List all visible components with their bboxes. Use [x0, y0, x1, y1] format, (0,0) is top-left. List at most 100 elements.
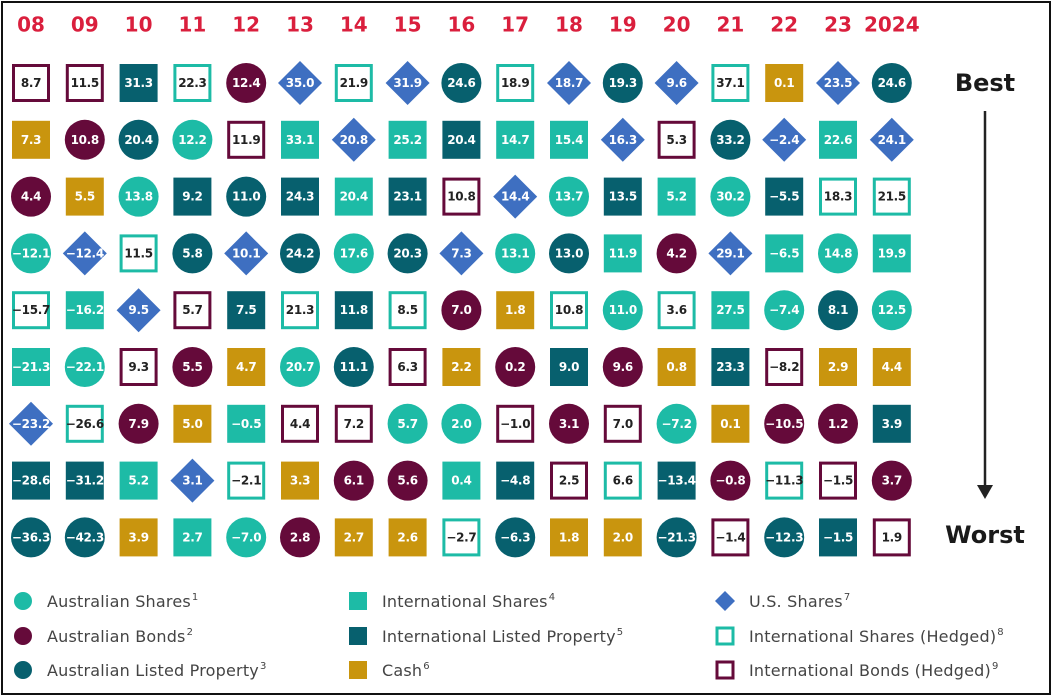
cell-marker: [550, 518, 588, 557]
cell-value: 15.4: [555, 133, 583, 147]
cell-09-rank-9: −42.3: [64, 517, 105, 558]
cell-marker: [12, 291, 50, 330]
cell-marker: [65, 291, 104, 330]
cell-19-rank-7: 7.0: [603, 404, 642, 443]
cell-marker: [9, 401, 53, 446]
year-label-11: 11: [178, 13, 206, 37]
cell-marker: [441, 63, 482, 103]
cell-09-rank-5: −16.2: [65, 291, 104, 330]
cell-09-rank-1: 11.5: [65, 64, 104, 102]
cell-value: −5.5: [769, 190, 799, 204]
cell-13-rank-8: 3.3: [281, 461, 319, 500]
cell-marker: [281, 177, 319, 216]
cell-marker: [549, 176, 589, 217]
cell-08-rank-4: −12.1: [11, 233, 51, 274]
cell-17-rank-4: 13.1: [495, 233, 536, 274]
cell-11-rank-2: 12.2: [172, 119, 213, 160]
cell-value: 19.9: [878, 246, 906, 260]
cell-value: 29.1: [716, 246, 744, 260]
cell-marker: [495, 517, 536, 558]
cell-marker: [711, 518, 750, 557]
cell-value: 5.5: [182, 360, 202, 374]
cell-marker: [656, 517, 697, 558]
cell-21-rank-1: 37.1: [711, 64, 750, 102]
legend-marker-diamond: [715, 591, 735, 611]
cell-marker: [334, 64, 373, 102]
legend-footnote-marker: 2: [186, 627, 194, 639]
cell-16-rank-2: 20.4: [442, 120, 481, 159]
cell-marker: [280, 233, 320, 274]
legend-footnote-marker: 6: [423, 661, 430, 673]
cell-marker: [765, 348, 804, 386]
cell-marker: [710, 119, 751, 160]
cell-12-rank-1: 12.4: [226, 63, 267, 103]
cell-21-rank-9: −1.4: [711, 518, 750, 557]
cell-value: 1.8: [559, 530, 579, 544]
cell-marker: [172, 233, 213, 274]
cell-marker: [603, 177, 642, 216]
cell-marker: [493, 174, 538, 219]
cell-marker: [116, 288, 161, 333]
cell-marker: [173, 404, 212, 443]
cell-value: −13.4: [658, 474, 696, 488]
year-label-21: 21: [716, 13, 744, 37]
legend-label: Australian Shares1: [47, 592, 198, 611]
cell-value: 9.6: [666, 76, 686, 90]
cell-marker: [119, 234, 158, 273]
cell-marker: [64, 119, 105, 160]
cell-21-rank-8: −0.8: [710, 460, 751, 501]
cell-marker: [119, 461, 158, 500]
cell-value: −0.8: [715, 474, 745, 488]
cell-value: 5.3: [666, 133, 686, 147]
cell-15-rank-5: 8.5: [388, 291, 427, 330]
cell-16-rank-9: −2.7: [442, 518, 481, 557]
cell-value: 23.5: [824, 76, 852, 90]
cell-value: 23.1: [393, 190, 421, 204]
cell-marker: [547, 61, 591, 105]
cell-value: 7.0: [451, 303, 471, 317]
cell-12-rank-8: −2.1: [227, 461, 266, 500]
cell-value: −12.1: [12, 246, 50, 260]
cell-value: 7.9: [128, 417, 148, 431]
cell-value: 13.0: [555, 246, 583, 260]
cell-value: 13.7: [555, 190, 583, 204]
cell-18-rank-9: 1.8: [550, 518, 588, 557]
rank-arrow-head: [977, 485, 993, 499]
cell-marker: [550, 461, 588, 500]
cell-value: 2.7: [182, 530, 202, 544]
cell-value: 20.7: [286, 360, 314, 374]
cell-23-rank-7: 1.2: [818, 403, 858, 444]
legend-label-text: U.S. Shares: [749, 591, 843, 611]
cell-19-rank-8: 6.6: [603, 461, 642, 500]
cell-14-rank-2: 20.8: [331, 117, 376, 162]
cell-value: 5.5: [75, 190, 95, 204]
cell-value: 22.3: [178, 76, 206, 90]
cell-marker: [387, 460, 428, 501]
cell-marker: [442, 120, 481, 159]
legend-label: Australian Bonds2: [47, 627, 193, 646]
cell-value: −21.3: [12, 360, 50, 374]
cell-marker: [226, 63, 267, 103]
cell-value: 2.5: [559, 474, 579, 488]
cell-value: 33.1: [286, 133, 314, 147]
cell-11-rank-7: 5.0: [173, 404, 212, 443]
cell-12-rank-3: 11.0: [226, 176, 267, 217]
cell-15-rank-3: 23.1: [388, 177, 427, 216]
cell-value: 11.5: [71, 76, 99, 90]
cell-value: 1.9: [882, 530, 902, 544]
cell-value: 9.2: [182, 190, 202, 204]
cell-15-rank-7: 5.7: [387, 403, 428, 444]
legend-label: Cash6: [382, 661, 430, 680]
cell-marker: [871, 63, 912, 103]
cell-value: −4.8: [500, 474, 530, 488]
cell-19-rank-4: 11.9: [603, 234, 642, 273]
cell-marker: [173, 291, 212, 330]
cell-marker: [334, 518, 373, 557]
cell-value: −8.2: [769, 360, 799, 374]
legend-item-intl-shares: International Shares4: [348, 588, 555, 614]
cell-value: 14.8: [824, 246, 852, 260]
cell-marker: [711, 404, 750, 443]
cell-value: 20.4: [340, 190, 368, 204]
cell-marker: [872, 177, 911, 216]
cell-value: 1.2: [828, 417, 848, 431]
